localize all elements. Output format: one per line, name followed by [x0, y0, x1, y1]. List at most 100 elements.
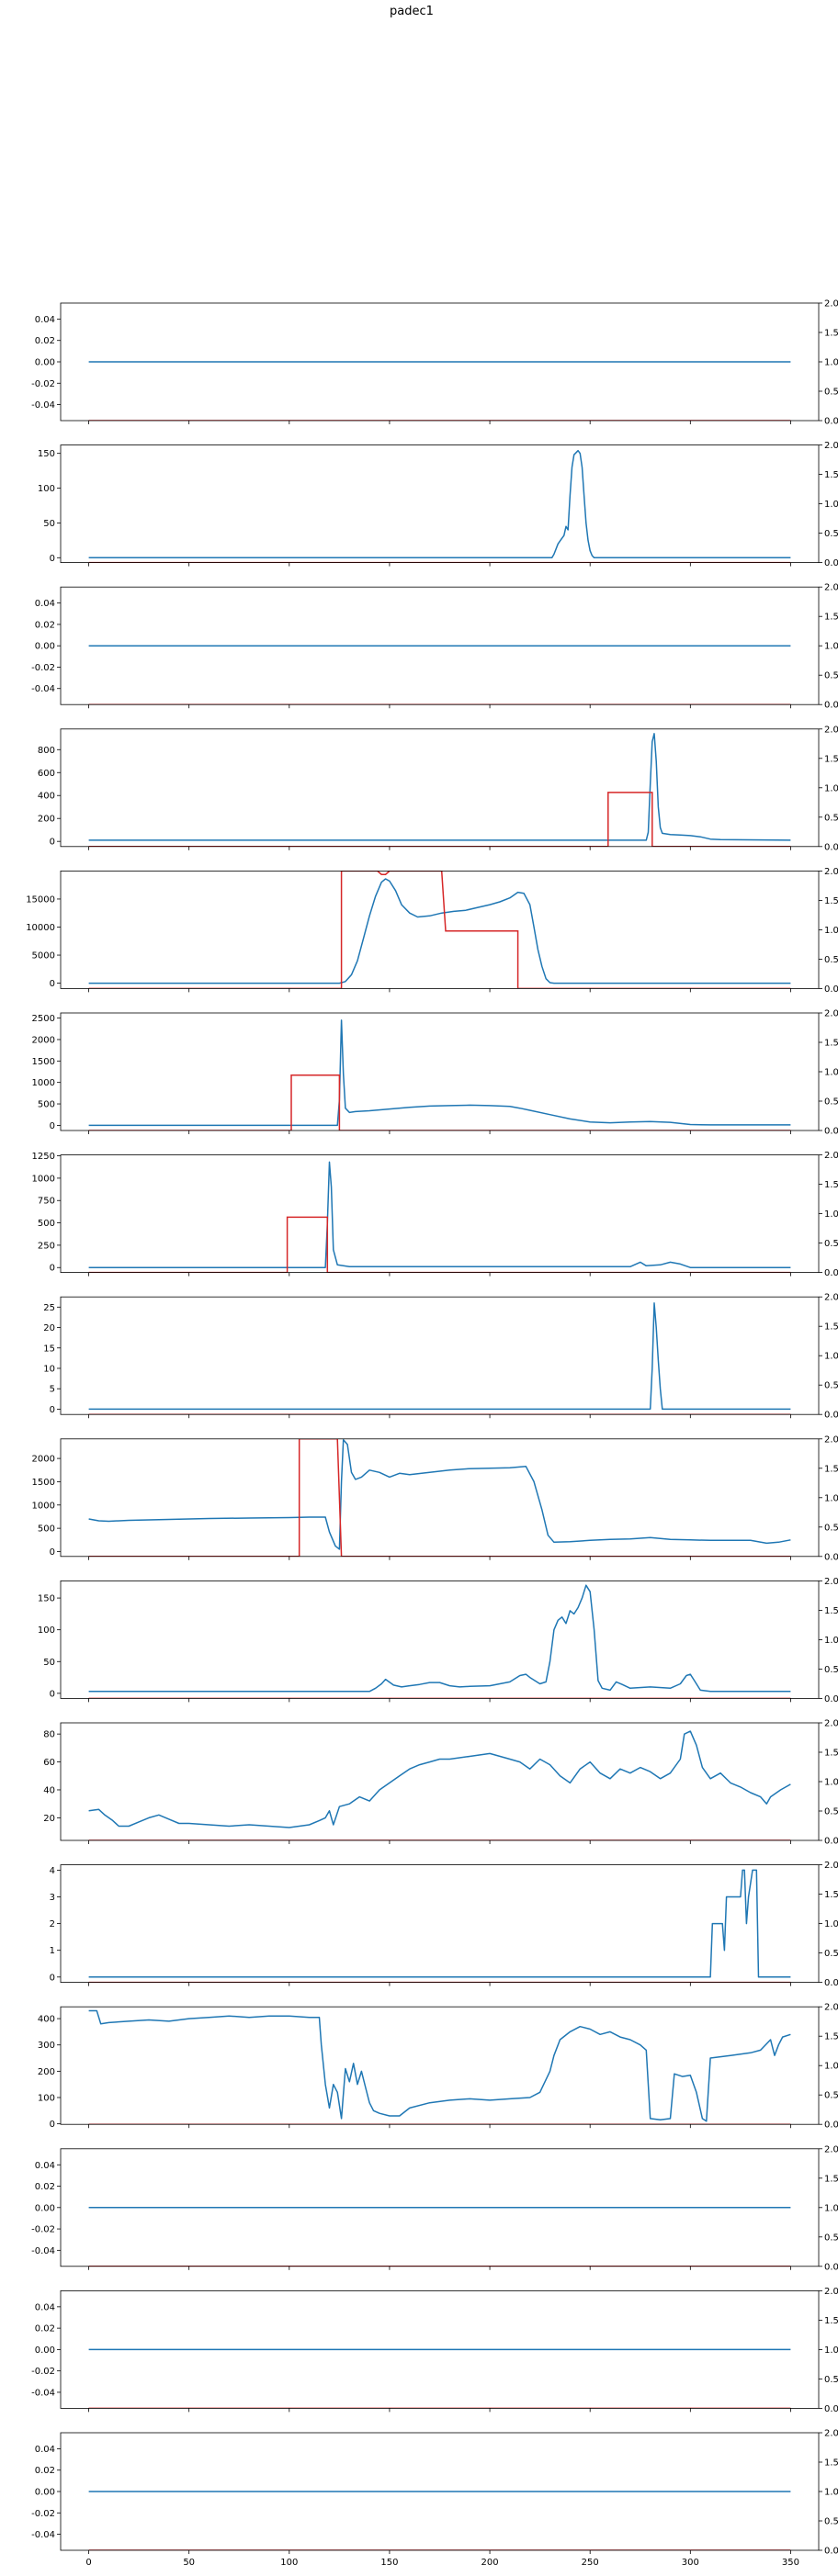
- x-tick-label: 50: [183, 2558, 195, 2568]
- right-y-tick-label: 0.0: [824, 1694, 838, 1704]
- right-y-tick-label: 2.0: [824, 867, 838, 877]
- y-tick-label: 600: [38, 769, 55, 779]
- y-tick-label: 0.04: [35, 2302, 55, 2312]
- right-y-tick-label: 0.0: [824, 842, 838, 852]
- x-tick-label: 250: [582, 2558, 599, 2568]
- y-tick-label: 200: [38, 2067, 55, 2077]
- series-line-primary: [88, 1019, 791, 1127]
- right-y-tick-label: 0.5: [824, 671, 838, 681]
- y-tick-label: 750: [38, 1197, 55, 1207]
- subplot-14: -0.04 -0.02 0.00 0.02 0.04 0.0 0.5 1.0 1.5 2.0: [31, 2144, 838, 2272]
- right-y-tick-label: 1.0: [824, 2062, 838, 2072]
- y-tick-label: 0.02: [35, 2182, 55, 2192]
- y-tick-label: 2: [50, 1919, 55, 1929]
- right-y-tick-label: 2.0: [824, 1577, 838, 1587]
- y-tick-label: 50: [43, 1658, 55, 1668]
- y-tick-label: 5: [50, 1385, 55, 1395]
- subplot-1: -0.04 -0.02 0.00 0.02 0.04 0.0 0.5 1.0 1.5 2.0: [31, 299, 838, 427]
- x-tick-label: 350: [782, 2558, 799, 2568]
- right-y-tick-label: 2.0: [824, 583, 838, 593]
- right-y-tick-label: 1.0: [824, 1493, 838, 1503]
- y-tick-label: 250: [38, 1241, 55, 1251]
- right-y-tick-label: 1.5: [824, 2458, 838, 2469]
- right-y-tick-label: 1.0: [824, 1919, 838, 1929]
- subplot-10: 0 50 100 150 0.0 0.5 1.0 1.5 2.0: [38, 1577, 838, 1704]
- y-tick-label: 300: [38, 2041, 55, 2051]
- y-tick-label: 0.02: [35, 336, 55, 346]
- right-y-tick-label: 1.5: [824, 613, 838, 623]
- axes-frame: [60, 1864, 820, 1983]
- right-y-tick-label: 0.0: [824, 1268, 838, 1278]
- subplot-7: 0 250 500 750 1000 1250 0.0 0.5 1.0 1.5 2.0: [32, 1151, 838, 1278]
- y-tick-label: 0: [50, 1264, 55, 1274]
- x-tick-label: 200: [481, 2558, 499, 2568]
- right-y-tick-label: 0.0: [824, 1127, 838, 1137]
- y-tick-label: -0.04: [31, 2388, 55, 2398]
- right-y-tick-label: 2.0: [824, 299, 838, 309]
- right-y-tick-label: 0.0: [824, 2262, 838, 2272]
- x-tick-label: 100: [280, 2558, 298, 2568]
- right-y-tick-label: 1.0: [824, 2488, 838, 2498]
- x-tick-label: 0: [85, 2558, 91, 2568]
- right-y-tick-label: 2.0: [824, 2287, 838, 2297]
- y-tick-label: 10000: [26, 923, 55, 933]
- y-tick-label: 1000: [32, 1078, 55, 1088]
- y-tick-label: 0: [50, 1689, 55, 1699]
- y-tick-label: 0.04: [35, 2161, 55, 2171]
- y-tick-label: 0.02: [35, 2466, 55, 2476]
- y-tick-label: 500: [38, 1100, 55, 1110]
- right-y-tick-label: 1.5: [824, 1606, 838, 1616]
- y-tick-label: 0.00: [35, 2488, 55, 2498]
- right-y-tick-label: 2.0: [824, 441, 838, 451]
- y-tick-label: 400: [38, 792, 55, 802]
- y-tick-label: 0: [50, 1973, 55, 1983]
- right-y-tick-label: 1.0: [824, 926, 838, 936]
- y-tick-label: 2000: [32, 1035, 55, 1045]
- right-y-tick-label: 1.5: [824, 1749, 838, 1759]
- right-y-tick-label: 1.0: [824, 358, 838, 368]
- y-tick-label: 0: [50, 1547, 55, 1558]
- right-y-tick-label: 1.5: [824, 1464, 838, 1474]
- y-tick-label: 60: [43, 1758, 55, 1768]
- right-y-tick-label: 2.0: [824, 1009, 838, 1019]
- y-tick-label: 0: [50, 554, 55, 564]
- y-tick-label: 0.04: [35, 599, 55, 609]
- series-line-primary: [88, 449, 791, 559]
- y-tick-label: 2000: [32, 1455, 55, 1465]
- y-tick-label: 150: [38, 449, 55, 459]
- axes-frame: [60, 2006, 820, 2125]
- right-y-tick-label: 0.0: [824, 417, 838, 427]
- axes-frame: [60, 728, 820, 848]
- y-tick-label: 20: [43, 1323, 55, 1333]
- series-line-primary: [88, 1869, 791, 1978]
- y-tick-label: 500: [38, 1219, 55, 1229]
- right-y-tick-label: 2.0: [824, 1151, 838, 1161]
- right-y-tick-label: 2.0: [824, 1861, 838, 1871]
- y-tick-label: 0.00: [35, 2203, 55, 2213]
- right-y-tick-label: 2.0: [824, 1434, 838, 1445]
- y-tick-label: 40: [43, 1785, 55, 1795]
- series-line-secondary: [88, 1216, 791, 1273]
- y-tick-label: 0.00: [35, 358, 55, 368]
- right-y-tick-label: 2.0: [824, 2144, 838, 2154]
- x-tick-label: 150: [380, 2558, 398, 2568]
- right-y-tick-label: 1.0: [824, 1352, 838, 1362]
- y-tick-label: 0: [50, 838, 55, 848]
- right-y-tick-label: 1.0: [824, 1068, 838, 1078]
- y-tick-label: 5000: [32, 951, 55, 962]
- y-tick-label: -0.02: [31, 2367, 55, 2377]
- right-y-tick-label: 0.5: [824, 1807, 838, 1817]
- series-line-primary: [88, 1302, 791, 1411]
- right-y-tick-label: 1.0: [824, 1209, 838, 1220]
- right-y-tick-label: 1.5: [824, 2032, 838, 2042]
- y-tick-label: 20: [43, 1814, 55, 1824]
- right-y-tick-label: 1.0: [824, 500, 838, 510]
- right-y-tick-label: 0.5: [824, 813, 838, 823]
- right-y-tick-label: 0.5: [824, 1381, 838, 1391]
- subplot-16: -0.04 -0.02 0.00 0.02 0.04 0.0 0.5 1.0 1.5 2.0 0 50…: [31, 2429, 838, 2569]
- right-y-tick-label: 0.5: [824, 1097, 838, 1108]
- y-tick-label: 50: [43, 519, 55, 529]
- subplot-15: -0.04 -0.02 0.00 0.02 0.04 0.0 0.5 1.0 1.5 2.0: [31, 2287, 838, 2414]
- y-tick-label: 80: [43, 1730, 55, 1740]
